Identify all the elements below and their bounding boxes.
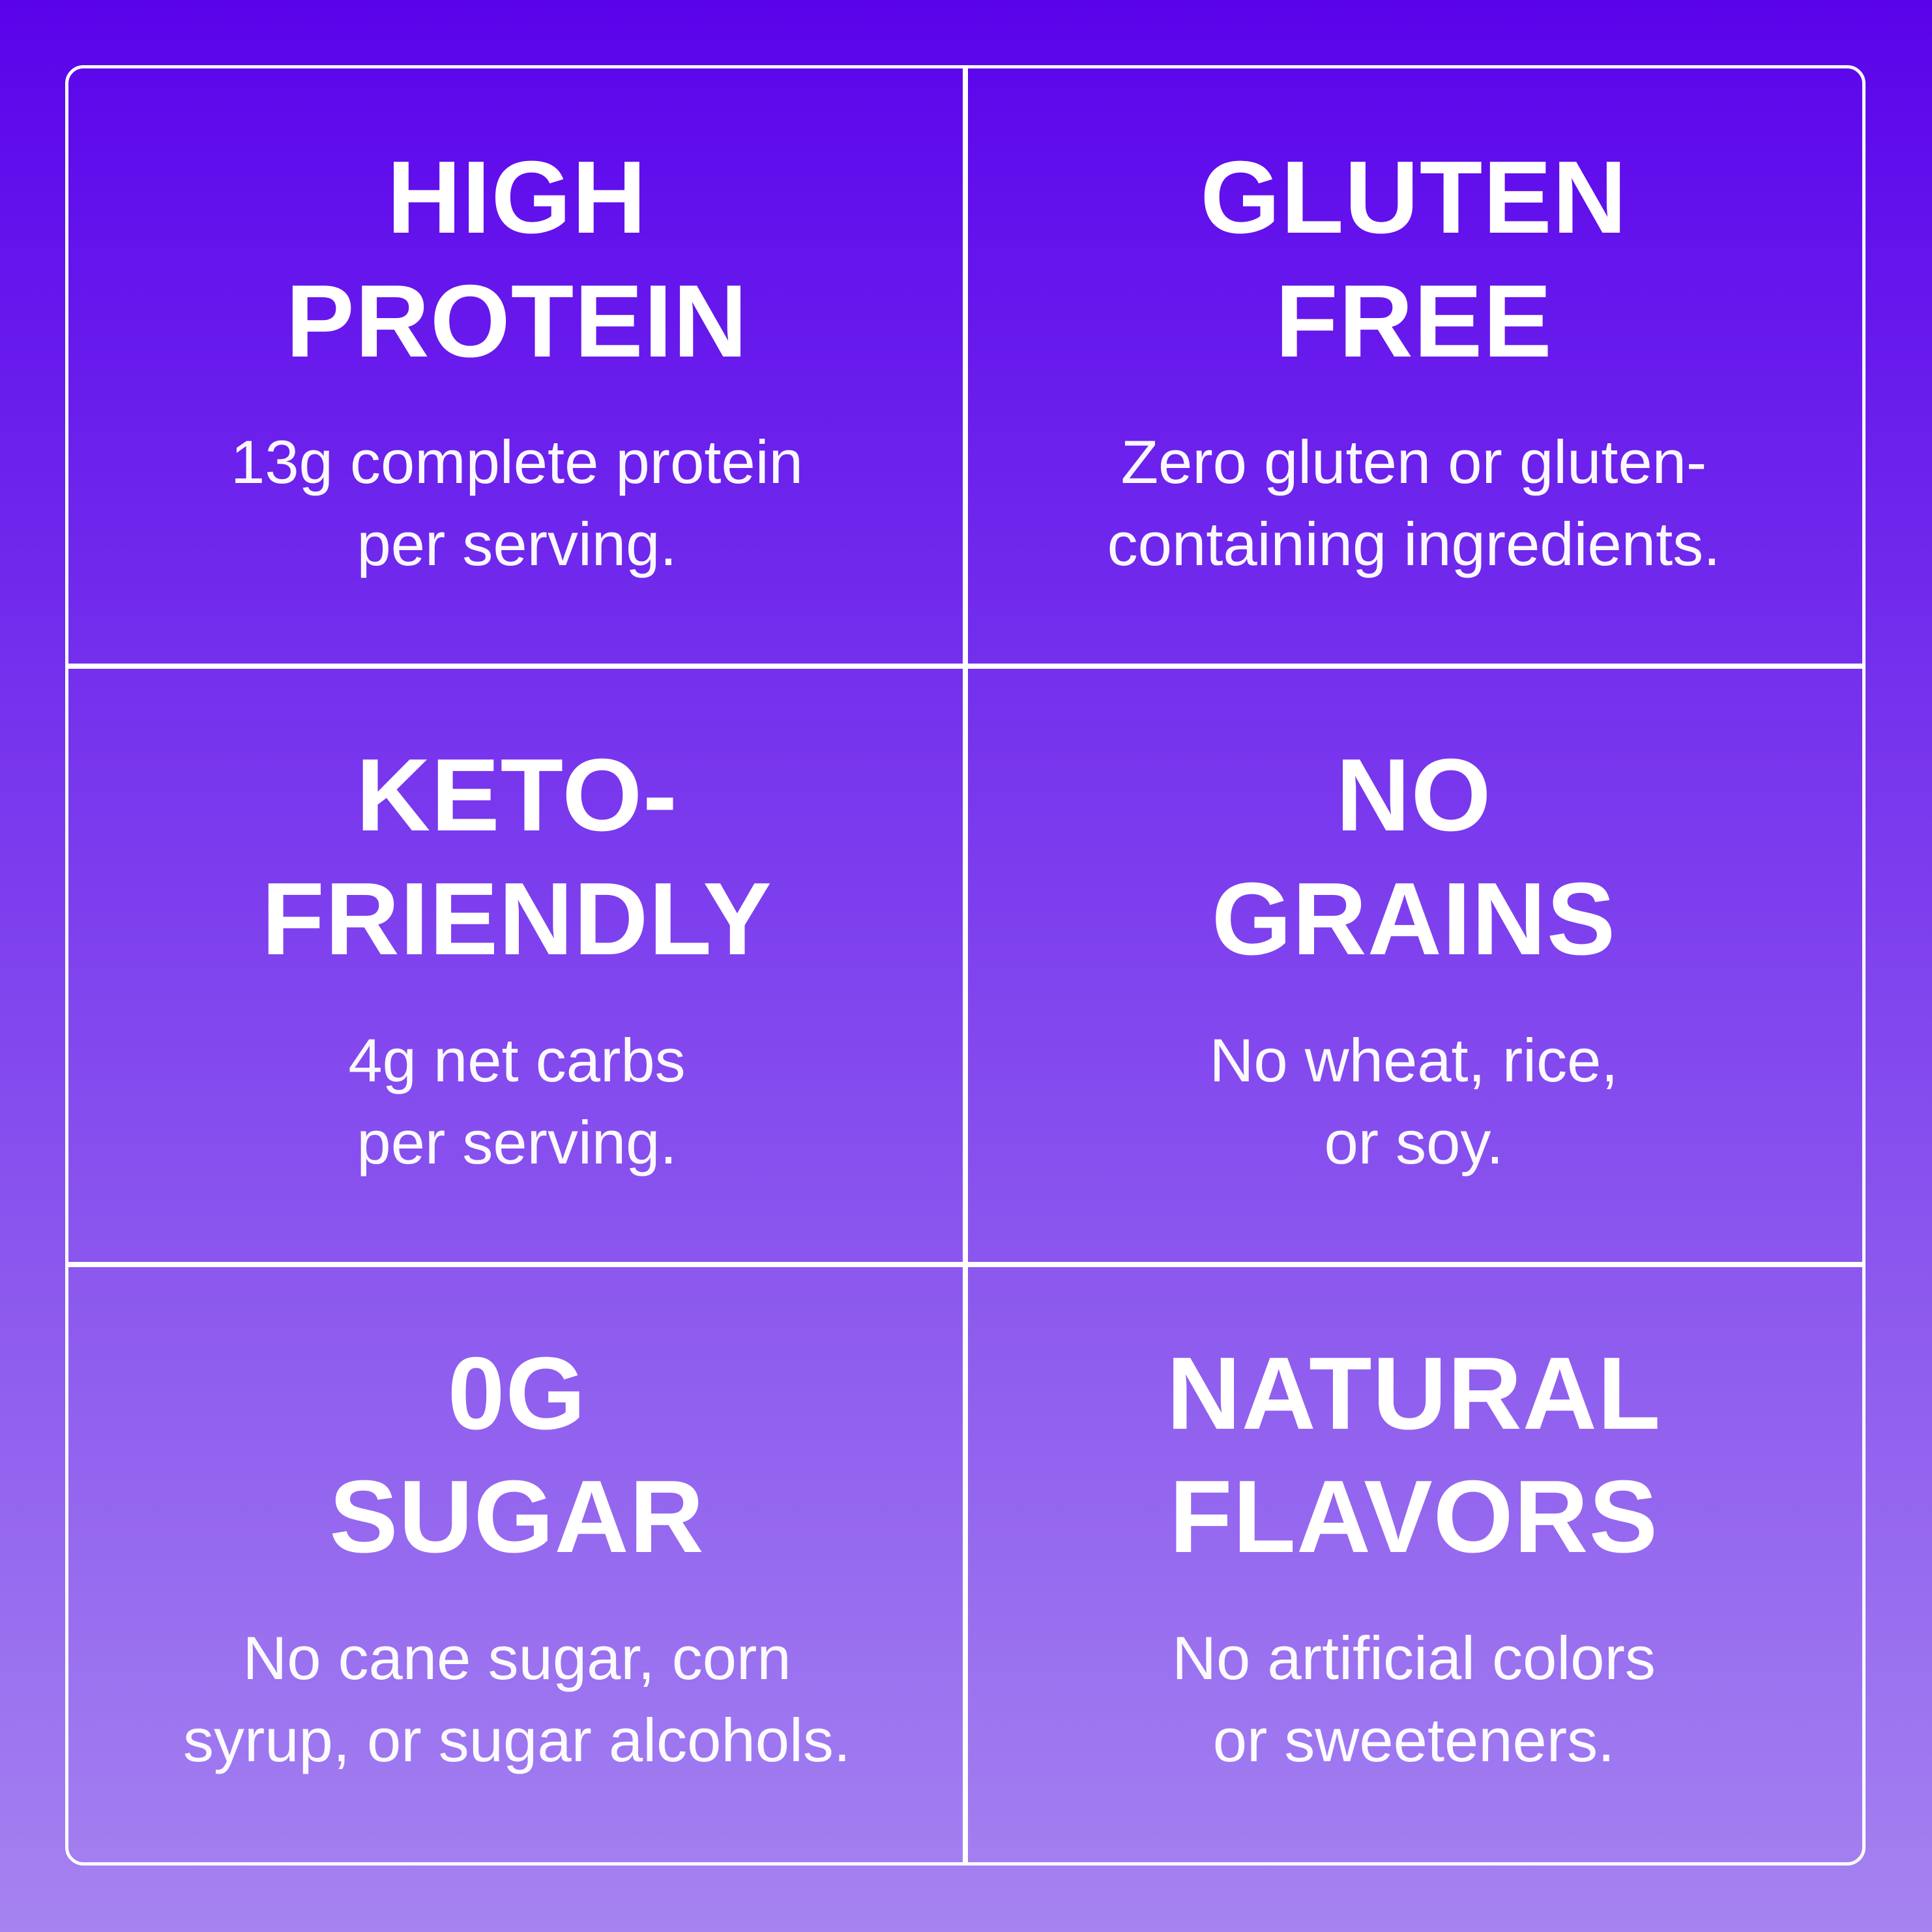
benefit-title: NO GRAINS <box>1211 738 1617 977</box>
benefit-cell-gluten-free: GLUTEN FREE Zero gluten or gluten- conta… <box>965 68 1862 666</box>
grid-divider-vertical <box>963 68 968 1862</box>
benefit-subtitle: No artificial colors or sweeteners. <box>1172 1623 1656 1774</box>
benefit-cell-natural-flavors: NATURAL FLAVORS No artificial colors or … <box>965 1265 1862 1862</box>
outer-frame: HIGH PROTEIN 13g complete protein per se… <box>65 65 1866 1866</box>
benefit-cell-keto-friendly: KETO- FRIENDLY 4g net carbs per serving. <box>68 666 965 1264</box>
benefit-cell-zero-sugar: 0g SUGAR No cane sugar, corn syrup, or s… <box>68 1265 965 1862</box>
grid-divider-horizontal-2 <box>68 1262 1862 1267</box>
benefit-title: GLUTEN FREE <box>1200 140 1628 379</box>
benefit-cell-high-protein: HIGH PROTEIN 13g complete protein per se… <box>68 68 965 666</box>
benefit-title: KETO- FRIENDLY <box>261 738 772 977</box>
benefits-grid: HIGH PROTEIN 13g complete protein per se… <box>68 68 1862 1862</box>
benefit-subtitle: 4g net carbs per serving. <box>348 1025 686 1177</box>
benefit-subtitle: 13g complete protein per serving. <box>231 428 803 579</box>
benefit-title: NATURAL FLAVORS <box>1166 1336 1661 1575</box>
benefit-subtitle: Zero gluten or gluten- containing ingred… <box>1107 428 1721 579</box>
grid-divider-horizontal-1 <box>68 664 1862 669</box>
benefit-cell-no-grains: NO GRAINS No wheat, rice, or soy. <box>965 666 1862 1264</box>
benefit-title: HIGH PROTEIN <box>285 140 748 379</box>
benefit-subtitle: No cane sugar, corn syrup, or sugar alco… <box>183 1623 851 1774</box>
benefit-subtitle: No wheat, rice, or soy. <box>1209 1025 1618 1177</box>
benefit-title: 0g SUGAR <box>329 1336 705 1575</box>
